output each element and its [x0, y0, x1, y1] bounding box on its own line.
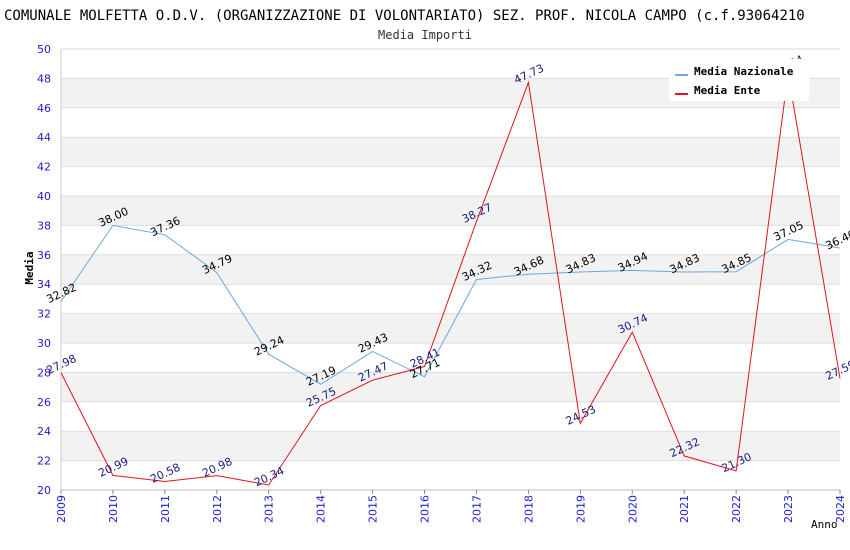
legend-label-ente: Media Ente [694, 84, 761, 97]
grid-band [61, 372, 840, 401]
data-label-ente: 20.58 [148, 461, 182, 486]
x-tick-label: 2009 [55, 495, 68, 523]
y-tick-label: 24 [37, 425, 51, 438]
x-tick-label: 2020 [626, 495, 639, 523]
x-tick-label: 2019 [574, 495, 587, 523]
x-tick-label: 2021 [678, 495, 691, 523]
y-tick-label: 46 [37, 102, 51, 115]
y-tick-label: 22 [37, 455, 51, 468]
x-tick-label: 2011 [159, 495, 172, 523]
x-tick-label: 2022 [730, 495, 743, 523]
x-tick-label: 2013 [263, 495, 276, 523]
y-tick-label: 42 [37, 161, 51, 174]
data-label-ente: 20.34 [252, 464, 286, 489]
x-tick-label: 2017 [470, 495, 483, 523]
x-tick-label: 2016 [419, 495, 432, 523]
x-tick-label: 2015 [367, 495, 380, 523]
y-tick-label: 36 [37, 249, 51, 262]
line-chart: 20222426283032343638404244464850 2009 201… [0, 0, 850, 550]
y-tick-label: 48 [37, 72, 51, 85]
x-tick-label: 2018 [522, 495, 535, 523]
data-label-nazionale: 36.46 [823, 227, 850, 252]
y-tick-label: 34 [37, 278, 51, 291]
y-tick-label: 20 [37, 484, 51, 497]
y-tick-label: 50 [37, 43, 51, 56]
series-line-media-nazionale [61, 225, 840, 384]
grid-band [61, 137, 840, 166]
y-axis-label: Media [23, 251, 36, 284]
x-tick-label: 2012 [211, 495, 224, 523]
y-tick-label: 44 [37, 131, 51, 144]
x-tick-label: 2014 [315, 495, 328, 523]
x-tick-label: 2023 [782, 495, 795, 523]
y-tick-label: 30 [37, 337, 51, 350]
y-tick-label: 38 [37, 219, 51, 232]
y-tick-label: 40 [37, 190, 51, 203]
chart-title: COMUNALE MOLFETTA O.D.V. (ORGANIZZAZIONE… [4, 8, 805, 24]
chart-subtitle: Media Importi [378, 28, 472, 42]
x-tick-label: 2010 [107, 495, 120, 523]
data-label-ente: 24.53 [564, 403, 598, 428]
y-tick-label: 32 [37, 308, 51, 321]
x-tick-labels: 2009 2010 2011 2012 2013 2014 2015 2016 2017 2018… [55, 495, 847, 523]
y-tick-label: 26 [37, 396, 51, 409]
x-axis-label: Anno [811, 518, 838, 531]
legend: Media Nazionale Media Ente [669, 59, 809, 101]
grid-band [61, 431, 840, 460]
legend-label-nazionale: Media Nazionale [694, 65, 794, 78]
